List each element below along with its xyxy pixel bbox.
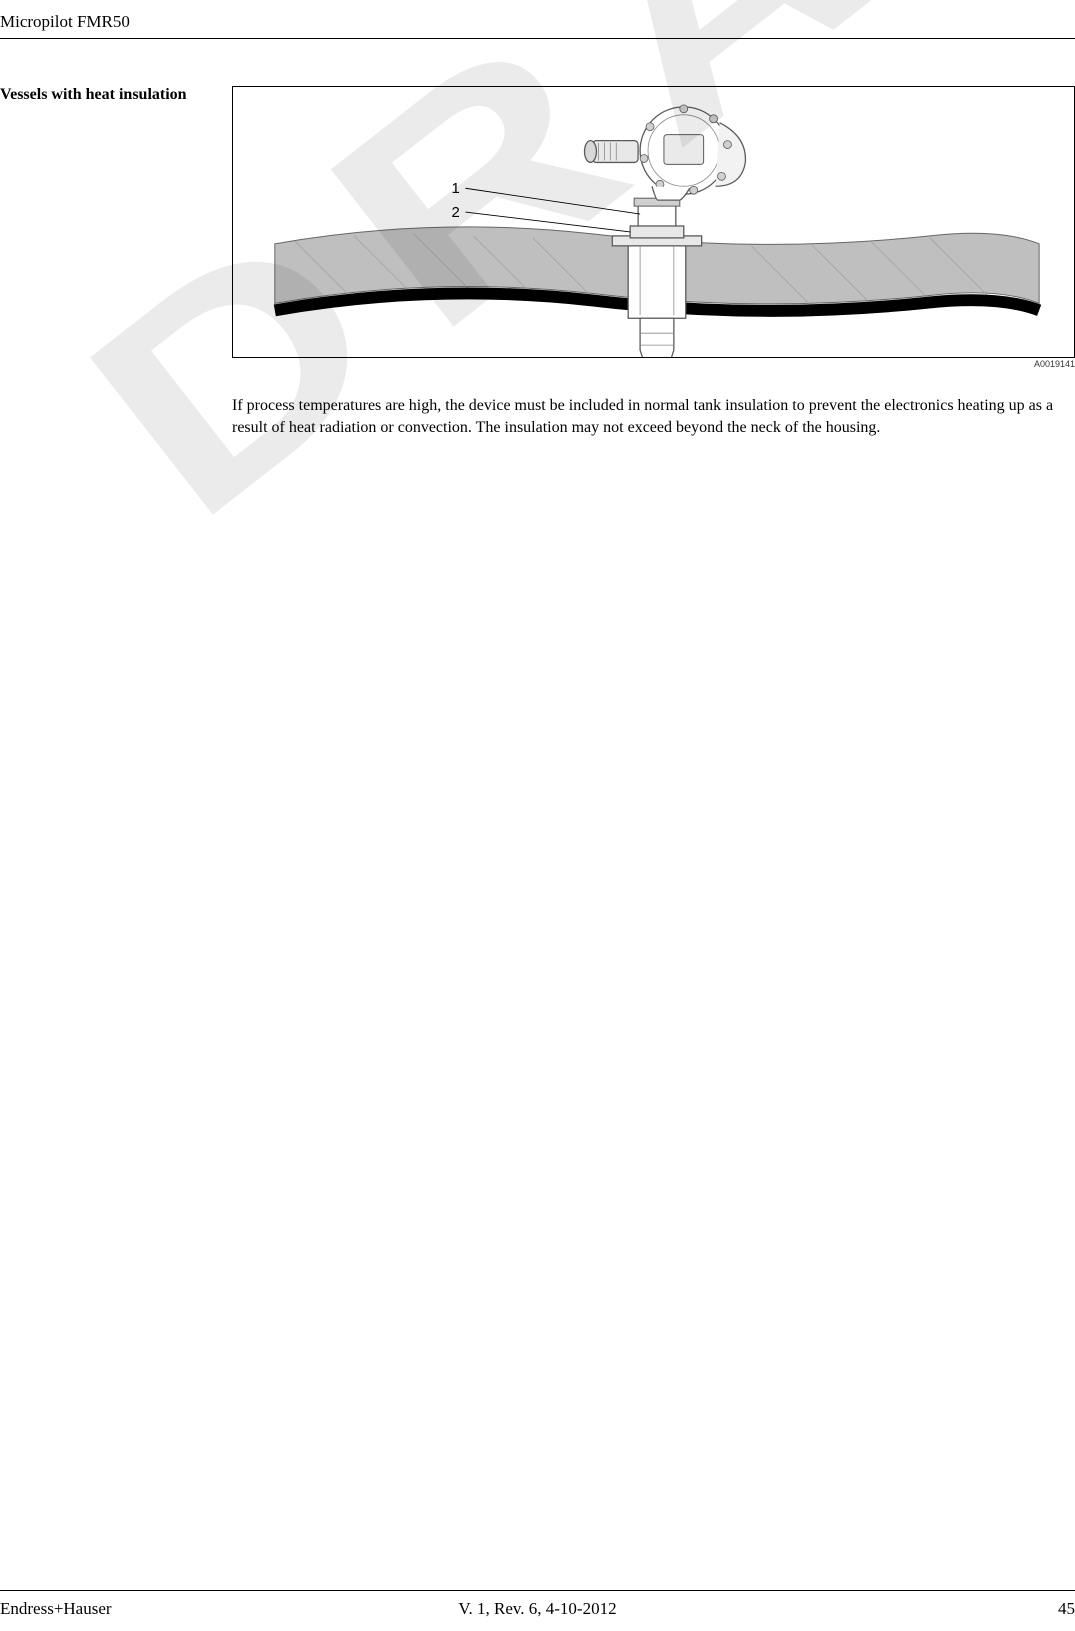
section-heading: Vessels with heat insulation (0, 86, 187, 104)
footer-page-number: 45 (1058, 1599, 1075, 1619)
antenna-horn (640, 318, 674, 357)
header-rule (0, 38, 1075, 39)
footer-rule (0, 1590, 1075, 1591)
figure-container: 1 2 (232, 86, 1075, 358)
running-header: Micropilot FMR50 (0, 12, 130, 32)
device-neck (630, 198, 684, 238)
body-paragraph: If process temperatures are high, the de… (232, 395, 1075, 438)
footer-version: V. 1, Rev. 6, 4-10-2012 (0, 1599, 1075, 1619)
transmitter-housing (585, 105, 746, 200)
figure-id: A0019141 (1034, 359, 1075, 369)
technical-figure: 1 2 (233, 87, 1074, 357)
callout-2: 2 (451, 205, 459, 221)
callout-leaders (465, 188, 640, 232)
document-page: Micropilot FMR50 Vessels with heat insul… (0, 0, 1075, 1631)
callout-1: 1 (451, 181, 459, 197)
